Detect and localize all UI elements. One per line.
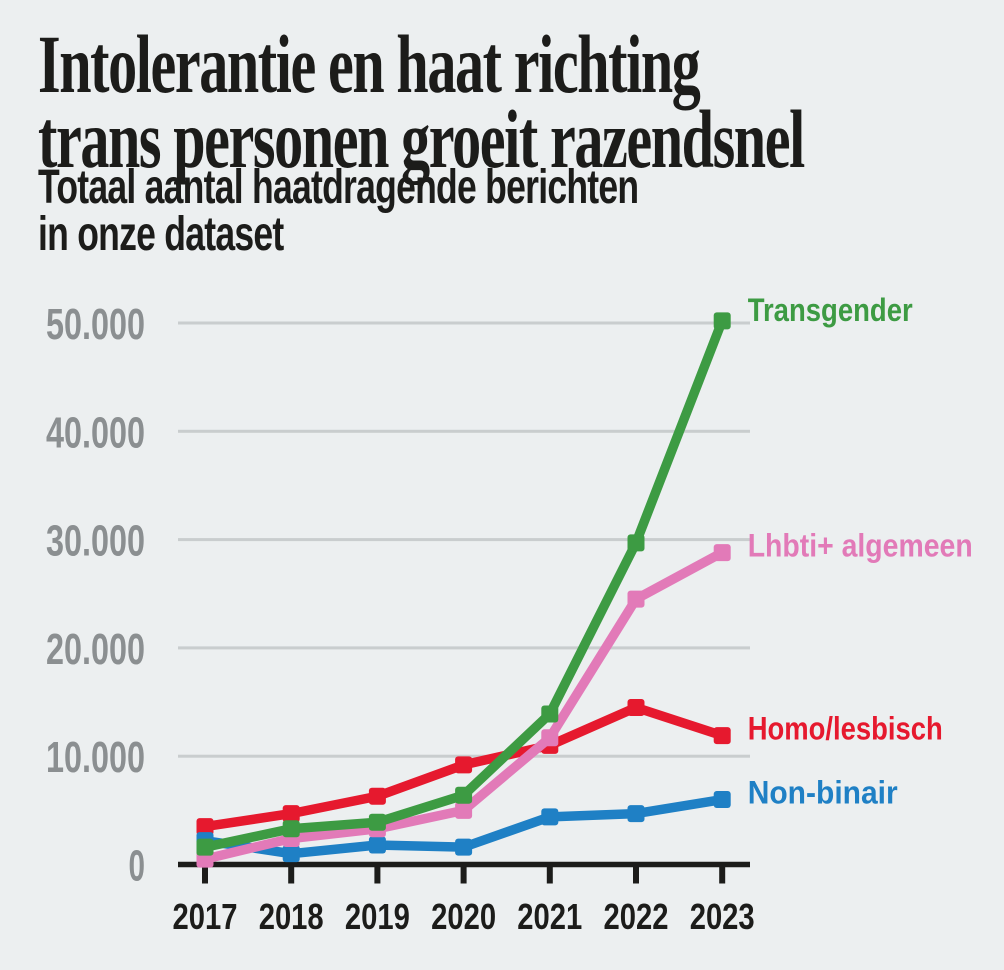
- x-axis-tick-2019: [374, 864, 381, 884]
- x-axis-tick-2022: [633, 864, 639, 884]
- data-point-lhbti-algemeen-2022: [627, 590, 645, 608]
- series-label-lhbti-algemeen: Lhbti+ algemeen: [748, 528, 973, 564]
- data-point-non-binair-2018: [282, 845, 300, 863]
- data-point-transgender-2018: [282, 820, 300, 838]
- data-point-non-binair-2022: [627, 805, 645, 823]
- data-point-homo-lesbisch-2020: [455, 756, 473, 774]
- data-point-homo-lesbisch-2017: [196, 818, 214, 836]
- gridline-30000: [178, 538, 750, 542]
- y-axis-label-40000: 40.000: [46, 408, 145, 457]
- data-point-non-binair-2020: [455, 838, 473, 856]
- data-point-transgender-2022: [627, 534, 645, 552]
- x-axis-label-2022: 2022: [604, 896, 669, 937]
- x-axis-label-2019: 2019: [345, 896, 410, 937]
- series-label-transgender: Transgender: [748, 292, 913, 328]
- gridlines-layer: [178, 321, 750, 758]
- data-point-transgender-2023: [713, 312, 731, 330]
- gridline-20000: [178, 646, 750, 650]
- x-axis-label-2020: 2020: [431, 896, 496, 937]
- data-point-lhbti-algemeen-2023: [713, 544, 731, 562]
- data-point-transgender-2021: [541, 705, 559, 723]
- data-point-lhbti-algemeen-2020: [455, 801, 473, 819]
- y-axis-label-20000: 20.000: [46, 625, 145, 674]
- x-axis-tick-2020: [460, 864, 467, 884]
- gridline-40000: [178, 429, 750, 433]
- chart-subtitle: Totaal aantal haatdragende berichten in …: [38, 161, 639, 261]
- y-axis-label-10000: 10.000: [46, 733, 145, 782]
- series-label-homo-lesbisch: Homo/lesbisch: [748, 711, 943, 747]
- labels-layer: 0 10.000 20.000 30.000 40.000 50.000 2017 2018 2…: [46, 292, 973, 937]
- data-point-homo-lesbisch-2023: [713, 727, 731, 745]
- subtitle-line-1: Totaal aantal haatdragende berichten: [38, 161, 639, 214]
- y-axis-label-0: 0: [129, 842, 146, 891]
- y-axis-label-50000: 50.000: [46, 300, 145, 349]
- subtitle-line-2: in onze dataset: [38, 208, 284, 261]
- x-axis-tick-2017: [202, 864, 208, 884]
- data-point-lhbti-algemeen-2021: [541, 729, 559, 747]
- axis-layer: [178, 861, 750, 884]
- data-point-homo-lesbisch-2018: [282, 805, 300, 823]
- data-point-homo-lesbisch-2022: [627, 698, 645, 716]
- x-axis-tick-2018: [288, 864, 295, 884]
- data-point-non-binair-2023: [713, 791, 731, 809]
- x-axis-label-2023: 2023: [690, 896, 755, 937]
- data-point-non-binair-2021: [541, 808, 559, 826]
- data-point-transgender-2017: [196, 838, 214, 856]
- x-axis-tick-2023: [719, 864, 726, 884]
- page-title: Intolerantie en haat richting trans pers…: [38, 18, 805, 185]
- x-axis-tick-2021: [546, 864, 553, 884]
- series-label-non-binair: Non-binair: [748, 775, 898, 811]
- title-line-2: trans personen groeit razendsnel: [38, 93, 805, 185]
- x-axis-label-2021: 2021: [517, 896, 582, 937]
- data-point-transgender-2019: [368, 813, 386, 831]
- data-point-transgender-2020: [455, 786, 473, 804]
- data-point-homo-lesbisch-2019: [368, 787, 386, 805]
- series-layer: [196, 312, 731, 868]
- x-axis-label-2018: 2018: [259, 896, 324, 937]
- gridline-50000: [178, 321, 750, 325]
- y-axis-label-30000: 30.000: [46, 517, 145, 566]
- x-axis-label-2017: 2017: [173, 896, 238, 937]
- data-point-non-binair-2019: [368, 836, 386, 854]
- title-line-1: Intolerantie en haat richting: [38, 18, 701, 110]
- gridline-10000: [178, 754, 750, 758]
